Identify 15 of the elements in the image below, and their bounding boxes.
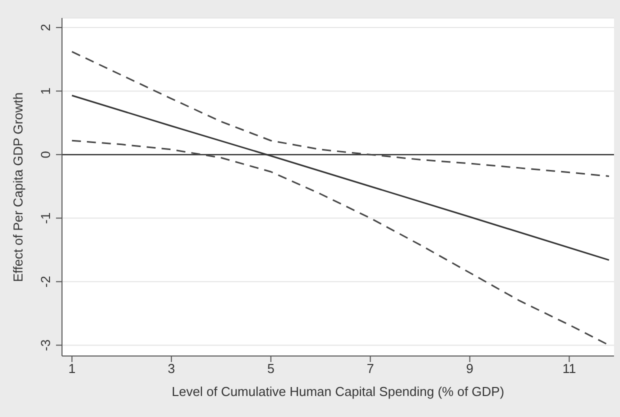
y-tick-label: 0 [38,150,53,158]
y-tick-label: -2 [38,276,53,288]
x-tick-label: 1 [68,361,76,376]
x-tick-label: 3 [168,361,176,376]
line-series [71,50,610,177]
y-tick-label: -3 [38,339,53,351]
y-tick-label: 1 [38,87,53,95]
x-tick-label: 7 [366,361,374,376]
x-tick-label: 11 [562,361,576,376]
x-axis-title: Level of Cumulative Human Capital Spending (% of GDP) [172,384,504,399]
y-tick-label: -1 [38,212,53,224]
y-tick-label: 2 [38,24,53,32]
x-tick-label: 9 [466,361,474,376]
x-tick-label: 5 [267,361,274,376]
y-axis-title: Effect of Per Capita GDP Growth [10,92,26,282]
